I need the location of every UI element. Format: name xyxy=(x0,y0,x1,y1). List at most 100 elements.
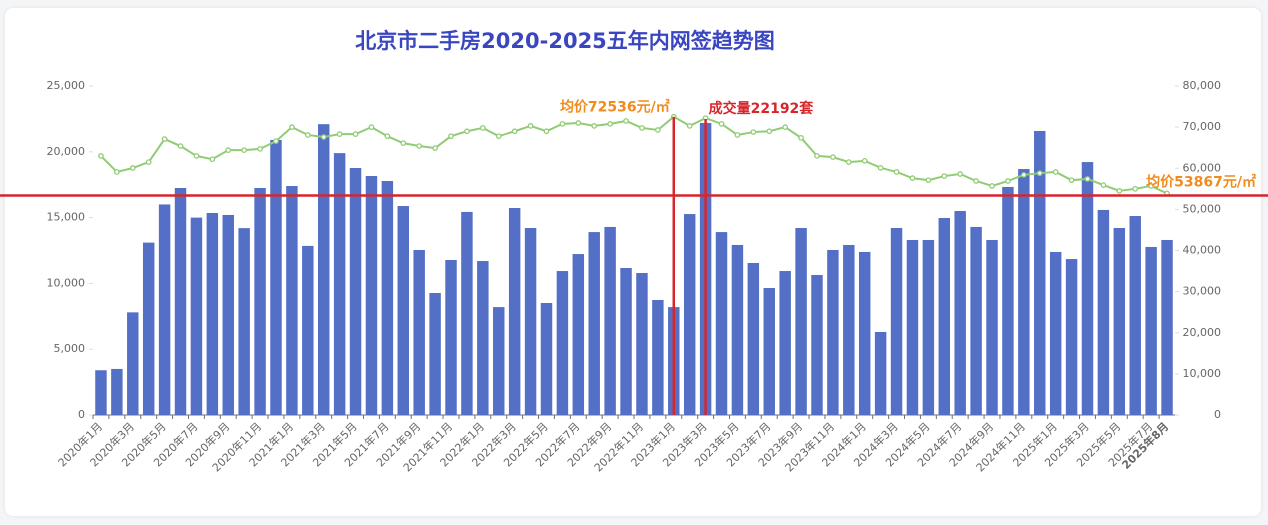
price-point xyxy=(98,153,104,159)
y2-tick-label: 80,000 xyxy=(1183,79,1222,92)
bar xyxy=(683,214,696,415)
bar xyxy=(843,244,855,415)
bar xyxy=(604,226,616,415)
bar xyxy=(317,124,330,415)
bar xyxy=(413,249,425,415)
price-point xyxy=(957,171,964,177)
price-point xyxy=(607,120,613,127)
bar xyxy=(524,227,537,415)
bar xyxy=(302,245,314,415)
bar xyxy=(206,212,219,415)
bar xyxy=(477,261,489,415)
price-point xyxy=(1068,177,1075,184)
price-point xyxy=(1005,178,1011,184)
bar xyxy=(731,244,744,415)
bar xyxy=(811,274,823,415)
annotation: 均价72536元/㎡ xyxy=(560,99,670,116)
price-point xyxy=(798,134,804,141)
bar xyxy=(111,368,123,415)
bar xyxy=(1081,162,1094,415)
price-point xyxy=(925,177,932,184)
price-point xyxy=(718,120,725,127)
price-point xyxy=(495,133,502,140)
price-point xyxy=(845,159,852,165)
price-point xyxy=(1132,185,1139,192)
bar xyxy=(1161,239,1173,415)
price-point xyxy=(257,146,263,152)
bar xyxy=(381,181,394,415)
bar xyxy=(620,268,632,415)
price-point xyxy=(336,131,343,137)
bar xyxy=(938,217,951,415)
price-point xyxy=(304,132,311,138)
bar xyxy=(254,187,266,415)
price-point xyxy=(464,128,470,135)
price-point xyxy=(623,118,629,124)
bar xyxy=(127,312,139,415)
price-point xyxy=(734,132,741,138)
bar xyxy=(954,211,966,415)
price-point xyxy=(161,136,168,142)
price-point xyxy=(782,124,789,130)
price-point xyxy=(511,128,518,135)
price-point xyxy=(941,173,948,179)
price-point xyxy=(177,143,184,149)
y-tick-label: 25,000 xyxy=(47,79,86,92)
bar xyxy=(1145,246,1157,415)
bar xyxy=(349,167,362,415)
bar xyxy=(397,206,410,415)
y2-tick-label: 60,000 xyxy=(1183,161,1222,174)
y-tick-label: 5,000 xyxy=(54,342,86,355)
price-point xyxy=(655,127,661,133)
bar xyxy=(222,214,234,415)
price-point xyxy=(861,157,868,164)
bar xyxy=(588,232,600,415)
bar xyxy=(922,239,935,415)
bar xyxy=(986,239,998,415)
price-point xyxy=(273,138,279,144)
price-point xyxy=(479,125,486,131)
price-point xyxy=(814,153,820,159)
bar xyxy=(970,226,982,415)
y2-tick-label: 70,000 xyxy=(1183,120,1222,133)
price-point xyxy=(448,133,454,140)
price-point xyxy=(225,147,232,154)
price-point xyxy=(639,125,645,131)
bar xyxy=(890,227,903,415)
y-tick-label: 0 xyxy=(78,408,85,421)
price-point xyxy=(368,124,375,130)
price-point xyxy=(432,145,438,151)
bar xyxy=(779,271,791,415)
bar xyxy=(1065,259,1078,415)
price-point xyxy=(893,169,900,175)
chart-title: 北京市二手房2020-2025五年内网签趋势图 xyxy=(355,29,775,53)
bar xyxy=(1049,251,1062,415)
price-point xyxy=(989,183,995,189)
bar xyxy=(142,242,155,415)
bar xyxy=(493,307,505,415)
bar xyxy=(540,303,553,415)
y2-tick-label: 10,000 xyxy=(1183,367,1222,380)
bar xyxy=(747,263,760,415)
price-point xyxy=(114,169,120,175)
price-point xyxy=(145,159,152,165)
price-point xyxy=(241,147,248,154)
y-tick-label: 15,000 xyxy=(47,211,86,224)
price-point xyxy=(129,165,136,171)
bar xyxy=(429,293,441,415)
price-point xyxy=(591,123,598,129)
price-point xyxy=(1020,171,1027,178)
bar xyxy=(238,228,250,415)
price-point xyxy=(543,128,550,135)
bar xyxy=(715,232,728,415)
price-point xyxy=(1116,188,1123,194)
bar xyxy=(95,370,107,415)
price-point xyxy=(575,120,582,126)
bar xyxy=(1129,216,1141,415)
bar xyxy=(333,153,346,415)
price-point xyxy=(1036,170,1043,177)
price-point xyxy=(909,175,916,181)
price-point xyxy=(209,156,216,163)
price-point xyxy=(1084,176,1091,182)
bar xyxy=(556,271,569,415)
